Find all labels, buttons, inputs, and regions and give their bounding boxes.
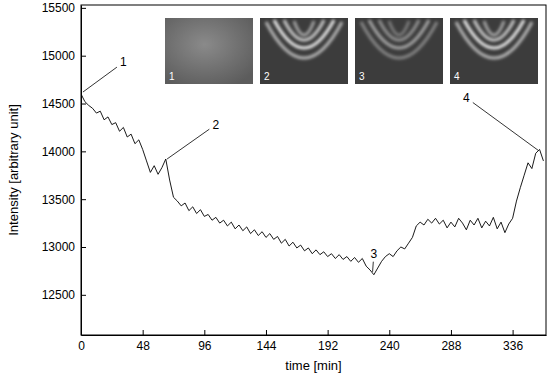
inset-label: 4 [454,71,460,82]
diffraction-arc [484,21,504,35]
x-tick-mark [328,330,329,335]
inset-background [165,18,253,84]
y-tick-mark [81,199,86,200]
x-tick: 240 [380,330,400,353]
x-tick-mark [204,330,205,335]
y-axis-title: Intensity [arbitrary unit] [6,104,21,236]
diffraction-arc [474,20,514,40]
y-tick: 14000 [42,145,86,159]
y-axis-line [81,6,82,336]
inset-image: 1 [165,18,253,84]
x-tick: 144 [256,330,276,353]
y-axis: 12500 13000 13500 14000 14500 15000 15500 [42,1,86,335]
diffraction-arc [274,20,334,48]
diffraction-arc [379,20,419,40]
chart: 0489614419224028833612500130001350014000… [0,0,548,378]
diffraction-arc [284,20,324,40]
inset-label: 2 [264,71,270,82]
x-tick-label: 0 [78,339,85,353]
y-tick-mark [81,8,86,9]
x-tick: 48 [136,330,150,353]
y-tick: 15000 [42,49,86,63]
y-tick-mark [81,247,86,248]
inset-image: 2 [260,18,348,84]
y-tick-label: 15500 [42,1,76,15]
y-tick-label: 12500 [42,288,76,302]
inset-background [355,18,443,84]
insets: 1 2 3 4 [165,18,538,84]
x-tick-label: 144 [256,339,276,353]
x-tick-label: 96 [198,339,212,353]
diffraction-arc [294,21,314,35]
annotation-label: 1 [120,55,127,69]
diffraction-arc [389,21,409,35]
annotation-label: 4 [463,91,470,105]
y-tick-mark [81,56,86,57]
diffraction-arc [464,20,524,48]
y-tick: 13000 [42,240,86,254]
annotation-line [83,67,117,92]
x-tick-label: 192 [318,339,338,353]
x-tick-mark [513,330,514,335]
inset-label: 1 [169,71,175,82]
inset-background [260,18,348,84]
inset-image: 4 [450,18,538,84]
inset-image: 3 [355,18,443,84]
x-tick: 192 [318,330,338,353]
y-tick-mark [81,151,86,152]
y-tick: 12500 [42,288,86,302]
annotation-line [473,103,538,151]
inset-label: 3 [359,71,365,82]
x-tick-mark [389,330,390,335]
annotation-label: 2 [213,118,220,132]
x-tick-label: 288 [441,339,461,353]
y-tick: 15500 [42,1,86,15]
x-tick: 288 [441,330,461,353]
plot-area: 0489614419224028833612500130001350014000… [42,1,547,352]
inset-background [450,18,538,84]
annotation-label: 3 [371,247,378,261]
y-tick-label: 14000 [42,145,76,159]
y-tick-label: 13000 [42,240,76,254]
y-tick: 13500 [42,193,86,207]
x-tick-mark [143,330,144,335]
y-tick-label: 15000 [42,49,76,63]
x-tick-label: 240 [380,339,400,353]
x-tick-mark [451,330,452,335]
x-tick: 96 [198,330,212,353]
y-tick-mark [81,104,86,105]
x-axis: 0 48 96 144 192 240 288 336 [78,330,546,353]
data-layer [81,94,543,275]
x-tick-label: 48 [136,339,150,353]
x-tick-mark [266,330,267,335]
y-tick-label: 13500 [42,193,76,207]
diffraction-arc [369,20,429,48]
annotation-line [167,129,209,159]
y-tick-mark [81,295,86,296]
x-tick-label: 336 [503,339,523,353]
x-axis-title: time [min] [285,358,341,373]
intensity-line [81,94,543,275]
plot-frame [81,5,546,335]
x-tick: 336 [503,330,523,353]
annotation-line [372,262,374,272]
y-tick-label: 14500 [42,97,76,111]
y-tick: 14500 [42,97,86,111]
x-axis-line [82,335,547,336]
annotations: 1 2 3 4 [83,55,538,271]
